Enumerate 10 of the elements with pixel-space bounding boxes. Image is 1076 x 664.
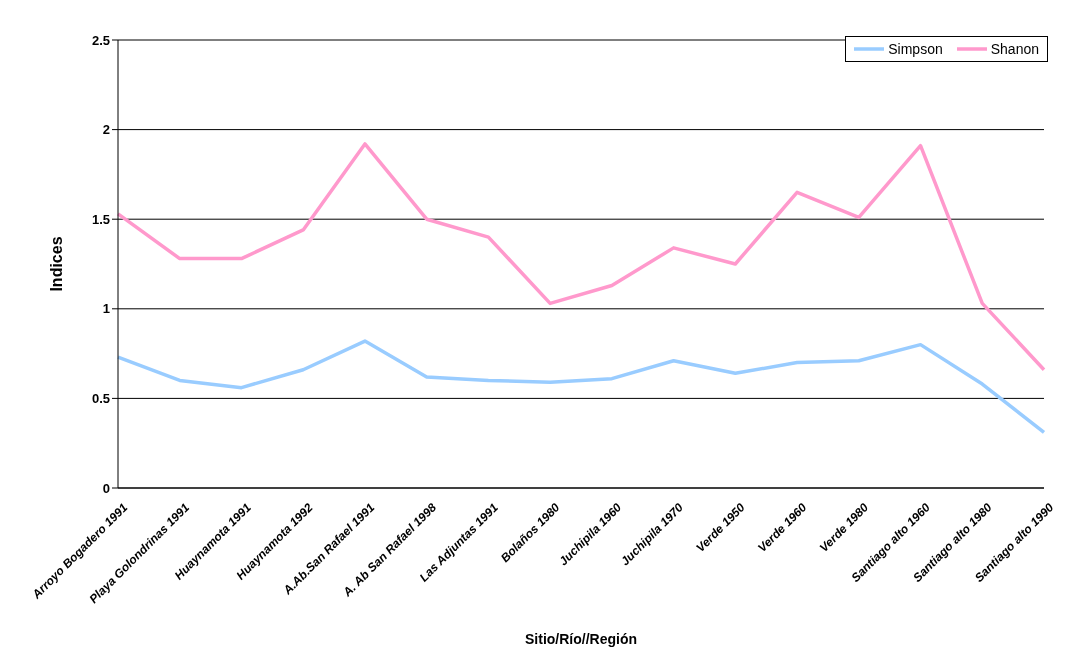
y-tick-label: 2 xyxy=(102,122,110,138)
legend-label: Shanon xyxy=(990,41,1039,57)
y-tick-label: 2.5 xyxy=(91,32,110,48)
x-axis-title: Sitio/Río//Región xyxy=(525,631,637,647)
y-axis-title: Indices xyxy=(47,236,65,292)
y-tick-label: 1 xyxy=(102,301,110,317)
y-tick-label: 1.5 xyxy=(91,211,110,227)
y-tick-label: 0.5 xyxy=(91,391,110,407)
y-tick-label: 0 xyxy=(102,480,110,496)
legend-label: Simpson xyxy=(888,41,943,57)
